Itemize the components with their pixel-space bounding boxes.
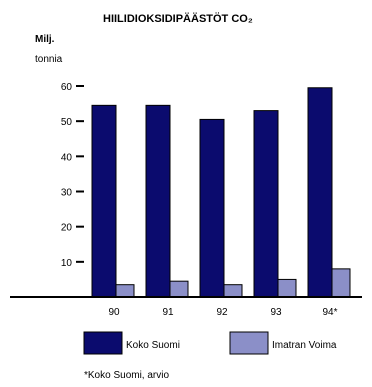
x-tick-label: 92 [216, 307, 228, 318]
y-axis-ticks: 10 20 30 40 50 60 [61, 82, 84, 269]
legend-label-koko-suomi: Koko Suomi [126, 340, 180, 351]
chart-title: HIILIDIOKSIDIPÄÄSTÖT CO₂ [103, 12, 253, 25]
y-tick-label: 50 [61, 117, 73, 128]
bar-koko-suomi-92 [199, 118, 225, 298]
legend-label-imatran-voima: Imatran Voima [272, 340, 337, 351]
bar-koko-suomi-90 [91, 104, 117, 298]
bar-imatran-voima-93 [277, 278, 297, 298]
y-tick-label: 40 [61, 152, 73, 163]
footnote: *Koko Suomi, arvio [84, 370, 170, 381]
bar-imatran-voima-92 [223, 284, 243, 298]
bar-koko-suomi-93 [253, 110, 279, 298]
x-tick-label: 91 [162, 307, 174, 318]
legend-swatch-koko-suomi [83, 331, 123, 355]
bar-koko-suomi-91 [145, 104, 171, 298]
x-tick-label: 93 [270, 307, 282, 318]
bar-imatran-voima-94 [331, 268, 351, 298]
y-axis-label-line1: Milj. [35, 34, 55, 45]
bars-group [91, 87, 351, 298]
y-axis-label-line2: tonnia [35, 54, 63, 65]
x-axis-labels: 90 91 92 93 94* [108, 307, 337, 318]
legend: Koko Suomi Imatran Voima [83, 331, 337, 355]
y-tick-label: 60 [61, 82, 73, 93]
legend-swatch-imatran-voima [229, 331, 269, 355]
y-tick-label: 20 [61, 223, 73, 234]
bar-koko-suomi-94 [307, 87, 333, 298]
y-tick-label: 30 [61, 188, 73, 199]
x-tick-label: 90 [108, 307, 120, 318]
y-tick-label: 10 [61, 258, 73, 269]
x-tick-label: 94* [322, 307, 337, 318]
bar-imatran-voima-90 [115, 284, 135, 298]
bar-imatran-voima-91 [169, 280, 189, 298]
